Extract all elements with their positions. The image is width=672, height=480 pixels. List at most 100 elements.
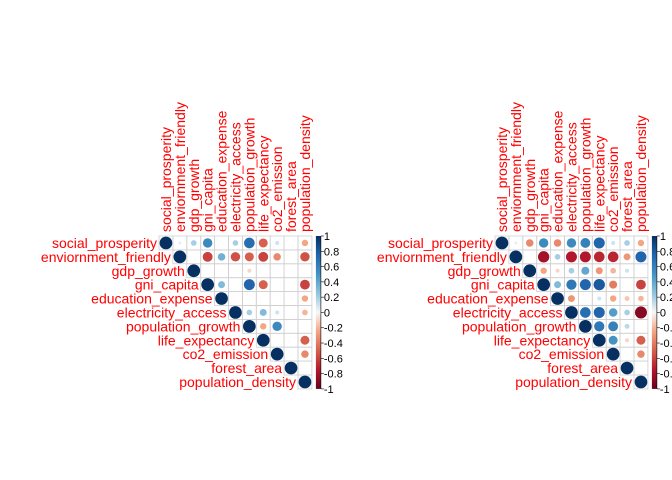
corr-circle	[624, 309, 630, 316]
grid-cell	[228, 277, 243, 293]
grid-cell	[283, 291, 299, 306]
corr-circle	[554, 254, 561, 260]
corr-circle	[594, 321, 605, 332]
corr-circle	[580, 238, 591, 248]
corr-circle	[579, 251, 591, 263]
corrplot-left: social_prosperityenviornment_friendlygdp…	[41, 102, 343, 396]
grid-cell	[200, 263, 215, 279]
colorbar	[651, 236, 657, 389]
column-label: forest_area	[283, 161, 299, 232]
corr-circle	[579, 320, 592, 333]
corr-circle	[178, 241, 182, 245]
column-label: life_expectancy	[255, 135, 271, 232]
column-label: enviornment_friendly	[172, 102, 188, 232]
colorbar-tick-label: 0.2	[660, 292, 672, 304]
corr-circle	[593, 237, 605, 249]
row-label: life_expectancy	[158, 332, 255, 348]
corr-circle	[593, 278, 605, 291]
row-label: forest_area	[211, 360, 282, 376]
colorbar-tick-label: -1	[324, 384, 334, 396]
corr-circle	[187, 264, 201, 278]
corr-circle	[272, 321, 282, 332]
corr-circle	[525, 239, 534, 247]
corr-circle	[568, 267, 575, 274]
column-label: enviornment_friendly	[508, 102, 524, 232]
corr-circle	[538, 238, 549, 248]
grid-cell	[269, 291, 285, 306]
corr-circle	[495, 236, 509, 250]
grid-cell	[619, 346, 635, 362]
corr-circle	[597, 296, 602, 301]
corr-circle	[229, 306, 242, 319]
corr-circle	[300, 335, 310, 345]
corr-circle	[523, 264, 537, 278]
corr-circle	[620, 361, 634, 375]
corr-circle	[509, 250, 523, 264]
column-label: social_prosperity	[158, 127, 174, 232]
column-label: population_growth	[577, 118, 593, 232]
corr-circle	[609, 280, 618, 289]
corr-circle	[606, 347, 620, 361]
column-label: gni_capita	[536, 168, 552, 232]
grid-cell	[297, 360, 313, 376]
corr-circle	[624, 296, 630, 302]
grid-cell	[269, 263, 285, 279]
grid-cell	[283, 235, 299, 251]
grid-cell	[255, 263, 271, 279]
corr-circle	[637, 350, 645, 358]
column-label: co2_emission	[269, 146, 285, 232]
colorbar-tick-label: 1	[660, 231, 666, 243]
corr-circle	[300, 279, 310, 290]
colorbar-tick-label: 0.4	[324, 277, 339, 289]
corr-circle	[190, 240, 197, 246]
corr-circle	[593, 251, 605, 263]
corr-circle	[284, 361, 298, 375]
colorbar-tick-label: 0.4	[660, 277, 672, 289]
corr-circle	[555, 268, 560, 273]
corr-circle	[553, 239, 562, 247]
row-label: population_growth	[126, 318, 240, 334]
grid-cell	[228, 263, 243, 279]
corr-circle	[246, 309, 253, 316]
corr-circle	[566, 279, 577, 290]
grid-cell	[297, 318, 313, 334]
grid-cell	[186, 249, 202, 265]
colorbar-tick-label: -0.4	[324, 338, 343, 350]
grid-cell	[283, 332, 299, 348]
colorbar-tick-label: -0.2	[324, 323, 343, 335]
corr-circle	[247, 268, 252, 273]
grid-cell	[633, 318, 649, 334]
corr-circle	[635, 251, 647, 263]
grid-cell	[255, 291, 271, 306]
corr-circle	[554, 281, 562, 289]
row-label: social_prosperity	[388, 235, 493, 251]
corr-circle	[537, 278, 551, 291]
grid-cell	[214, 235, 229, 251]
colorbar-tick-label: 0.2	[324, 292, 339, 304]
corr-circle	[202, 238, 213, 248]
corr-circle	[565, 251, 577, 263]
corr-circle	[610, 267, 616, 274]
column-label: co2_emission	[605, 146, 621, 232]
column-label: social_prosperity	[494, 127, 510, 232]
corr-circle	[256, 333, 270, 347]
grid-cell	[522, 249, 538, 265]
corr-circle	[201, 278, 214, 291]
corr-circle	[244, 252, 254, 262]
colorbar-tick-label: 0.6	[324, 262, 339, 274]
colorbar-tick-label: 0.6	[660, 262, 672, 274]
corr-circle	[579, 279, 591, 291]
corr-circle	[259, 308, 267, 316]
grid-cell	[269, 332, 285, 348]
grid-cell	[228, 291, 243, 306]
corr-circle	[300, 252, 310, 262]
grid-cell	[269, 277, 285, 293]
corr-circle	[624, 240, 630, 246]
corrplot-right: social_prosperityenviornment_friendlygdp…	[377, 102, 672, 396]
corr-circle	[636, 279, 646, 290]
corr-circle	[260, 323, 267, 330]
corr-circle	[611, 240, 616, 245]
corr-circle	[634, 375, 648, 389]
grid-cell	[241, 291, 257, 306]
